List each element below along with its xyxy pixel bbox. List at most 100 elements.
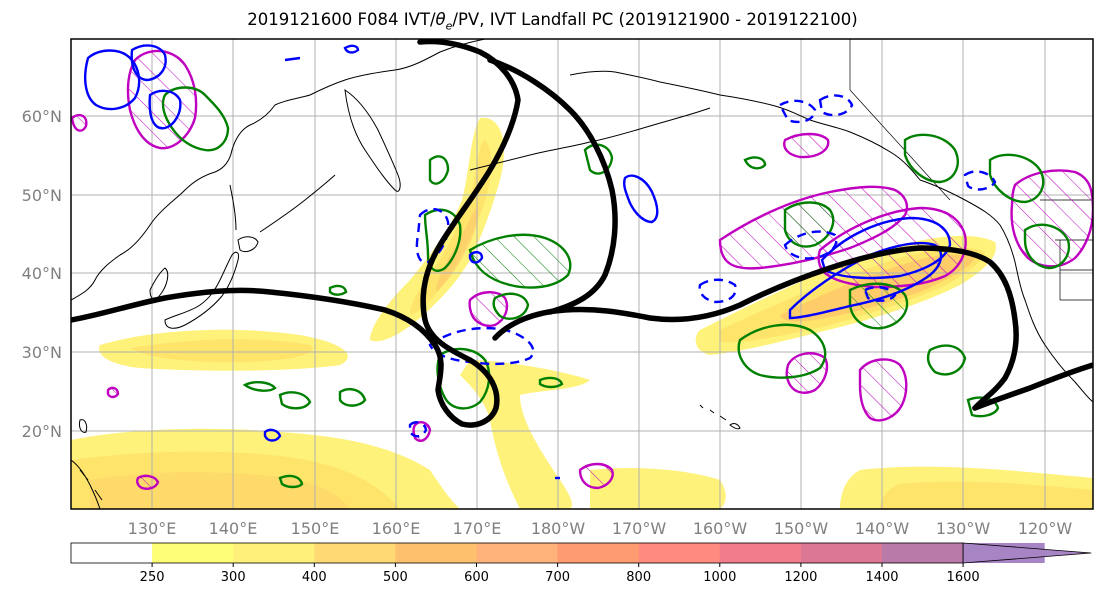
blue-ne-1: [623, 174, 659, 224]
map-frame: [70, 38, 1094, 510]
colorbar-frame: [70, 542, 964, 564]
colorbar-tick-label: 1200: [784, 570, 817, 585]
title-theta: θ: [435, 10, 446, 29]
ivt-plume-dateline: [370, 117, 504, 342]
map-title: 2019121600 F084 IVT/θe/PV, IVT Landfall …: [0, 10, 1105, 32]
ivt-band-30n-inner: [130, 339, 313, 363]
green-pac-4: [278, 474, 304, 489]
colorbar-segment: [800, 543, 883, 563]
blue-nw-2: [130, 44, 167, 82]
green-dateline-1: [428, 155, 450, 185]
landfall-pc-se: [972, 362, 1093, 411]
magenta-contours: [71, 49, 1093, 490]
lat-label-50: 50°N: [22, 186, 62, 205]
coast-kurils: [259, 174, 336, 233]
lat-label-20: 20°N: [22, 422, 62, 441]
colorbar-tick-label: 300: [221, 570, 246, 585]
colorbar: 250 300 400 500 600 700 800 1000 1200 1400 1600: [70, 542, 1092, 585]
colorbar-tick-label: 250: [140, 570, 165, 585]
blue-contours: [84, 44, 952, 480]
colorbar-tick-label: 1400: [865, 570, 898, 585]
green-ar-1: [783, 201, 835, 248]
blue-dashed-6: [778, 99, 817, 124]
colorbar-tick-label: 400: [302, 570, 327, 585]
green-mid-2: [966, 396, 1000, 418]
ivt-tongue-south: [460, 360, 590, 509]
green-ne-1: [903, 133, 959, 184]
ivt-shading: [71, 117, 1093, 509]
blue-small-3: [263, 428, 282, 442]
lat-label-60: 60°N: [22, 107, 62, 126]
blue-dashed-9: [863, 286, 897, 302]
magenta-s-3: [412, 421, 432, 442]
lon-label-150w: 150°W: [774, 519, 829, 538]
title-prefix: 2019121600 F084 IVT/: [247, 10, 436, 29]
lon-label-130e: 130°E: [128, 519, 177, 538]
lon-label-170w: 170°W: [612, 519, 667, 538]
colorbar-segment: [152, 543, 234, 563]
magenta-ne-1: [783, 132, 830, 159]
blue-dashed-5: [783, 230, 838, 260]
coast-taiwan: [79, 419, 88, 433]
colorbar-segment: [882, 543, 964, 563]
title-suffix: /PV, IVT Landfall PC (2019121900 - 20191…: [452, 10, 858, 29]
title-theta-sub: e: [445, 19, 453, 33]
lon-label-140e: 140°E: [209, 519, 258, 538]
blue-dashed-2: [428, 326, 535, 366]
colorbar-segment: [71, 543, 153, 563]
colorbar-segment: [233, 543, 315, 563]
lon-label-150e: 150°E: [291, 519, 340, 538]
landfall-pc-east: [492, 245, 1019, 411]
green-contours: [161, 86, 1071, 489]
green-pac-6: [538, 376, 564, 389]
colorbar-tick-label: 800: [626, 570, 651, 585]
magenta-s-1: [578, 462, 614, 490]
landfall-pc-contour: [71, 39, 1093, 428]
blue-dashed-3: [408, 421, 428, 438]
green-ak-2: [743, 156, 767, 170]
blue-dashed-4: [698, 278, 737, 304]
ivt-band-east-south-inner: [880, 481, 1093, 509]
colorbar-tick-label: 500: [383, 570, 408, 585]
green-pac-2: [278, 391, 312, 410]
coast-asia: [71, 39, 486, 301]
lon-labels: 130°E 140°E 150°E 160°E 170°E 180°W 170°…: [128, 519, 1073, 538]
lon-label-130w: 130°W: [936, 519, 991, 538]
magenta-mid-3: [858, 358, 908, 422]
coast-philippines: [71, 459, 103, 509]
blue-dashed-7: [818, 94, 854, 117]
blue-nw-3: [148, 89, 182, 130]
green-ne-2: [988, 153, 1045, 204]
blue-small-2: [284, 44, 360, 62]
coast-alaska: [569, 70, 921, 181]
green-dateline-3: [468, 233, 572, 289]
colorbar-tick-label: 1600: [947, 570, 980, 585]
green-pac-3: [338, 388, 367, 407]
magenta-ne-2: [1010, 169, 1093, 268]
colorbar-segment: [638, 543, 721, 563]
green-mid-1: [926, 344, 967, 376]
coast-sakhalin: [229, 184, 237, 231]
colorbar-tick-label: 1000: [703, 570, 736, 585]
coast-aleutians: [469, 107, 711, 171]
magenta-mid-1: [468, 291, 509, 327]
green-ar-2: [848, 282, 909, 330]
blue-dashed-contours: [408, 94, 997, 438]
green-ar-3: [737, 323, 827, 379]
blue-nw-1: [84, 49, 141, 111]
landfall-pc-west: [71, 39, 521, 428]
blue-small-1: [468, 250, 484, 264]
coast-hawaii: [699, 404, 741, 430]
lat-labels: 20°N 30°N 40°N 50°N 60°N: [22, 107, 62, 441]
green-pac-1: [242, 380, 277, 392]
blue-dashed-1: [415, 207, 450, 264]
coast-kamchatka: [344, 88, 401, 192]
lat-label-40: 40°N: [22, 264, 62, 283]
coast-hokkaido: [237, 236, 259, 253]
magenta-s-4: [106, 386, 120, 399]
colorbar-tick-label: 600: [464, 570, 489, 585]
green-dateline-5: [492, 292, 530, 320]
lat-label-30: 30°N: [22, 343, 62, 362]
blue-dashed-8: [963, 170, 997, 191]
colorbar-tick-label: 700: [545, 570, 570, 585]
